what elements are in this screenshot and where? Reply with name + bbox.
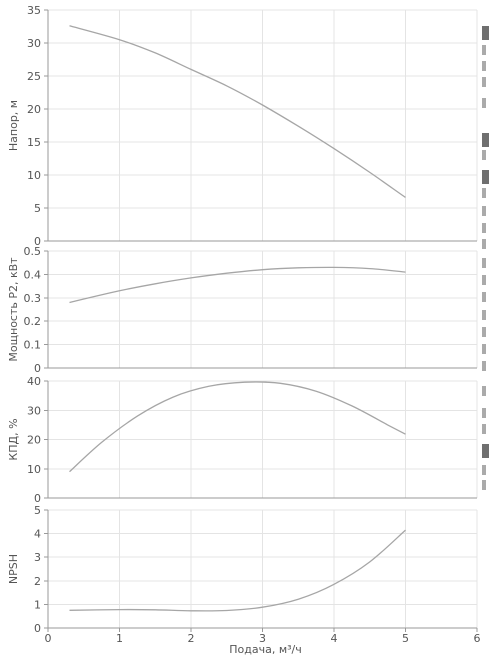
series-line-1 bbox=[69, 529, 406, 612]
cropped-text-fragment bbox=[482, 223, 486, 233]
cropped-text-fragment bbox=[482, 98, 486, 108]
series-line-1 bbox=[69, 25, 406, 198]
y-tick-label: 40 bbox=[27, 375, 41, 388]
y-tick-label: 0.2 bbox=[24, 315, 42, 328]
chart-panel-4: 0 1 2 3 4 5 NPSH 0 1 2 3 4 5 6 Подача, м³/ч bbox=[7, 504, 481, 656]
y-tick-label: 0.3 bbox=[24, 292, 42, 305]
cropped-text-fragment bbox=[482, 26, 489, 40]
cropped-text-fragment bbox=[482, 239, 486, 249]
y-tick-label: 0 bbox=[34, 362, 41, 375]
y-axis-label: КПД, % bbox=[7, 418, 20, 460]
cropped-text-fragment bbox=[482, 206, 486, 216]
cropped-text-fragment bbox=[482, 344, 486, 354]
x-tick-label: 2 bbox=[188, 632, 195, 645]
cropped-text-fragment bbox=[482, 258, 486, 268]
cropped-text-fragment bbox=[482, 275, 486, 285]
y-tick-label: 0.4 bbox=[24, 268, 42, 281]
y-axis-label: Мощность P2, кВт bbox=[7, 257, 20, 362]
cropped-text-fragment bbox=[482, 361, 486, 371]
y-axis-label: NPSH bbox=[7, 554, 20, 584]
x-tick-label: 1 bbox=[116, 632, 123, 645]
y-tick-label: 5 bbox=[34, 202, 41, 215]
cropped-text-fragment bbox=[482, 188, 486, 198]
y-tick-label: 20 bbox=[27, 103, 41, 116]
y-tick-label: 20 bbox=[27, 434, 41, 447]
y-tick-label: 4 bbox=[34, 528, 41, 541]
y-tick-label: 30 bbox=[27, 37, 41, 50]
cropped-text-fragment bbox=[482, 444, 489, 458]
chart-panel-2: 0 0.1 0.2 0.3 0.4 0.5 Мощность P2, кВт bbox=[7, 245, 478, 375]
cropped-text-fragment bbox=[482, 386, 486, 396]
y-tick-label: 10 bbox=[27, 463, 41, 476]
chart-panel-3: 0 10 20 30 40 КПД, % bbox=[7, 375, 478, 505]
y-tick-label: 0 bbox=[34, 235, 41, 248]
y-tick-label: 10 bbox=[27, 169, 41, 182]
y-tick-label: 25 bbox=[27, 70, 41, 83]
y-tick-label: 15 bbox=[27, 136, 41, 149]
series-line-1 bbox=[69, 266, 406, 304]
cropped-text-fragment bbox=[482, 327, 486, 337]
cropped-text-fragment bbox=[482, 170, 489, 184]
y-tick-label: 1 bbox=[34, 598, 41, 611]
x-axis-label: Подача, м³/ч bbox=[229, 643, 302, 656]
series-line-1 bbox=[69, 381, 406, 473]
y-tick-label: 2 bbox=[34, 575, 41, 588]
y-tick-label: 3 bbox=[34, 551, 41, 564]
cropped-text-fragment bbox=[482, 133, 489, 147]
cropped-text-fragment bbox=[482, 480, 486, 490]
cropped-text-fragment bbox=[482, 424, 486, 434]
cropped-text-fragment bbox=[482, 61, 486, 71]
cropped-text-fragment bbox=[482, 292, 486, 302]
x-tick-label: 3 bbox=[259, 632, 266, 645]
y-axis-label: Напор, м bbox=[7, 100, 20, 151]
y-tick-label: 0.5 bbox=[24, 245, 42, 258]
x-tick-label: 6 bbox=[474, 632, 481, 645]
cropped-text-fragment bbox=[482, 310, 486, 320]
cropped-text-fragment bbox=[482, 408, 486, 418]
y-tick-label: 35 bbox=[27, 4, 41, 17]
x-tick-label: 0 bbox=[45, 632, 52, 645]
y-tick-label: 0 bbox=[34, 622, 41, 635]
cropped-text-fragment bbox=[482, 465, 486, 475]
cropped-text-fragment bbox=[482, 150, 486, 160]
x-tick-label: 4 bbox=[331, 632, 338, 645]
cropped-side-panel bbox=[482, 26, 489, 490]
x-tick-label: 5 bbox=[402, 632, 409, 645]
y-tick-label: 5 bbox=[34, 504, 41, 517]
cropped-text-fragment bbox=[482, 45, 486, 55]
y-tick-label: 0 bbox=[34, 492, 41, 505]
chart-panel-1: 0 5 10 15 20 25 30 35 Напор, м bbox=[7, 4, 478, 248]
y-tick-label: 30 bbox=[27, 404, 41, 417]
y-tick-label: 0.1 bbox=[24, 339, 42, 352]
cropped-text-fragment bbox=[482, 77, 486, 87]
